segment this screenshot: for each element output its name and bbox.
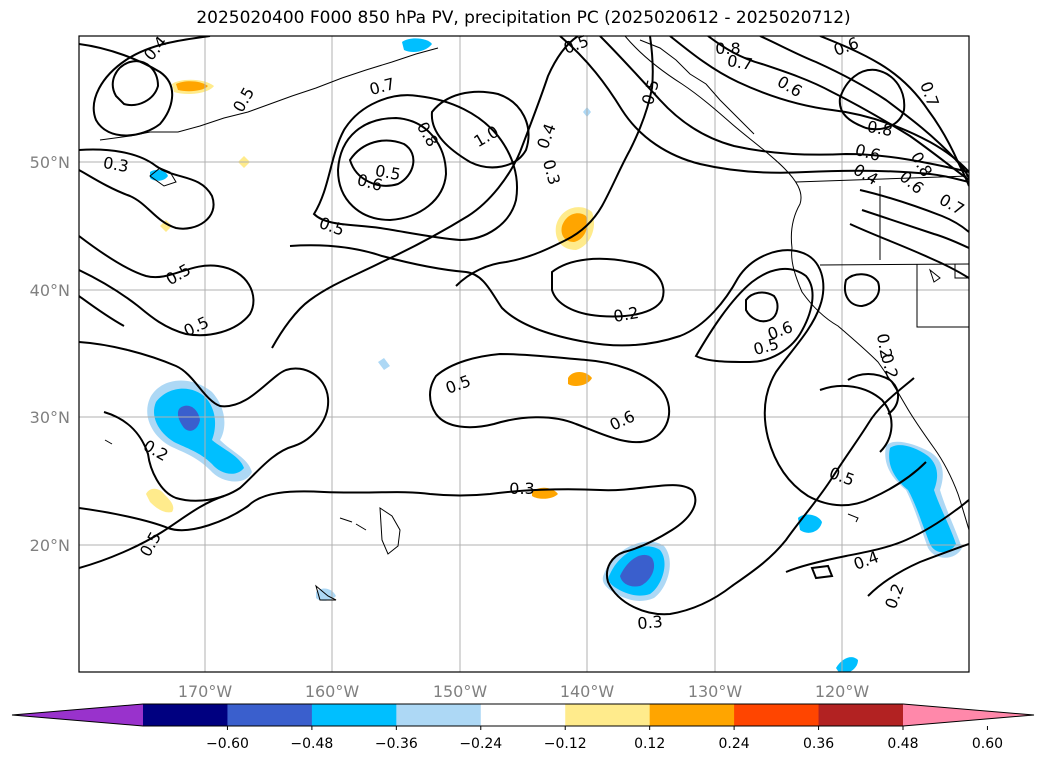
colorbar-segment [311,704,397,726]
lon-label: 160°W [305,682,360,701]
precip-positive-core [561,213,588,242]
precip-negative-area [889,445,956,553]
colorbar-segment [565,704,651,726]
colorbar-tick-label: 0.36 [803,736,834,752]
contour-label: 0.5 [374,161,402,184]
contour-label: 0.2 [612,303,640,326]
lat-label: 20°N [30,536,70,555]
colorbar-segment [480,704,566,726]
contour-label: 0.8 [866,117,894,140]
lat-label: 40°N [30,281,70,300]
colorbar-segment [227,704,313,726]
colorbar-tick-label: 0.60 [972,736,1003,752]
lat-label: 30°N [30,408,70,427]
lat-label: 50°N [30,153,70,172]
gridlines [79,36,969,672]
longitude-labels: 170°W 160°W 150°W 140°W 130°W 120°W [178,682,870,701]
colorbar-outline [11,703,1035,727]
colorbar: −0.60 −0.48 −0.36 −0.24 −0.12 0.12 0.24 0.36 0.4… [11,703,1035,752]
colorbar-tick-label: −0.48 [290,736,333,752]
precip-positive-spot [146,488,174,513]
colorbar-segment [649,704,735,726]
colorbar-tick-label: −0.36 [375,736,418,752]
colorbar-tick-label: −0.12 [544,736,587,752]
precip-negative-core [620,554,655,587]
colorbar-extend-low [12,704,143,726]
precip-negative-core [177,405,200,431]
precip-positive-core [176,81,208,92]
precipitation-shading [146,38,962,672]
map-title: 2025020400 F000 850 hPa PV, precipitatio… [196,8,851,28]
precip-negative-spot [402,38,432,52]
precip-negative-spot [378,358,390,370]
precip-positive-spot [568,372,592,386]
lon-label: 130°W [688,682,743,701]
colorbar-tick-label: 0.24 [719,736,750,752]
lon-label: 120°W [815,682,870,701]
colorbar-segment [818,704,904,726]
lon-label: 140°W [560,682,615,701]
lon-label: 150°W [433,682,488,701]
precip-negative-spot [798,514,822,533]
precip-positive-spot [160,220,172,232]
colorbar-tick-label: −0.60 [206,736,249,752]
latitude-labels: 50°N 40°N 30°N 20°N [30,153,70,555]
pv-contours [79,36,969,616]
map-frame [78,35,970,673]
colorbar-tick-label: −0.24 [459,736,502,752]
contour-label: 0.7 [726,51,754,74]
precip-negative-area [154,388,244,474]
colorbar-segment [734,704,820,726]
colorbar-segment [143,704,228,726]
contour-label: 0.2 [873,332,896,360]
lon-label: 170°W [178,682,233,701]
colorbar-tick-label: 0.48 [887,736,918,752]
colorbar-segment [396,704,482,726]
colorbar-extend-high [903,704,1034,726]
contour-label: 0.3 [509,479,534,498]
contour-label: 0.8 [715,39,740,58]
colorbar-tick-label: 0.12 [634,736,665,752]
contour-label: 0.3 [102,153,130,176]
contour-label: 0.3 [637,612,664,633]
